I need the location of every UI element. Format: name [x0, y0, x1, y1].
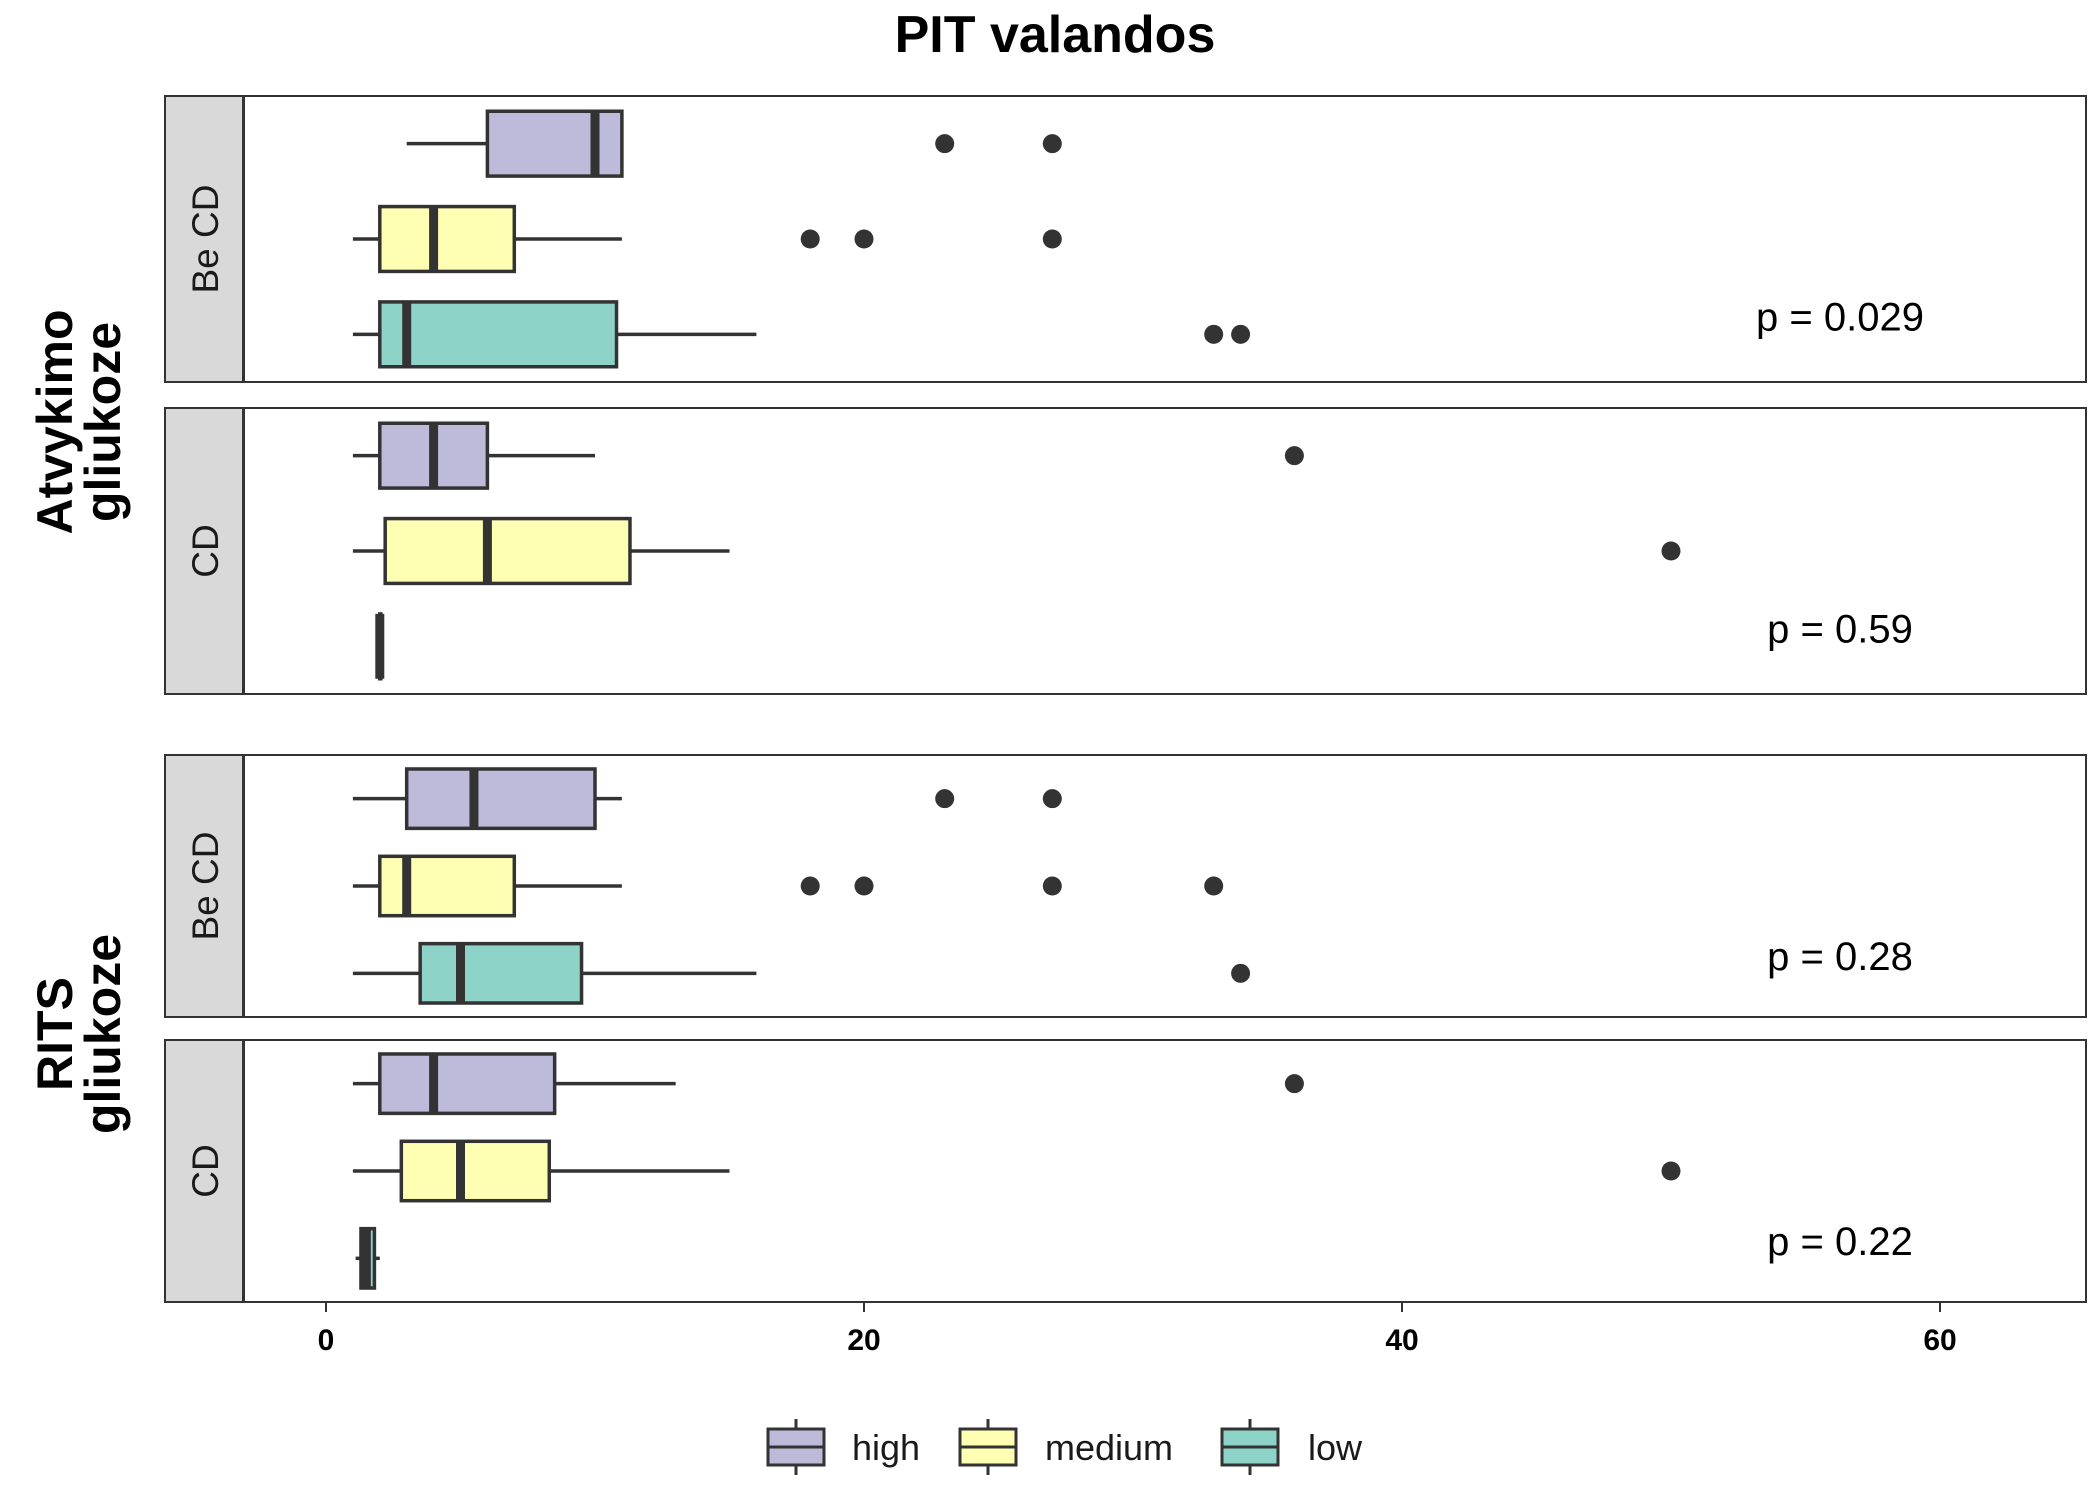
box-high [352, 421, 1304, 490]
outlier-point [800, 876, 820, 896]
legend-item-high: high [766, 1419, 920, 1475]
outlier-point [935, 134, 955, 154]
outlier-point [1204, 876, 1224, 896]
panel-border [243, 407, 2087, 695]
box-iqr [485, 109, 624, 178]
box-low [355, 1226, 380, 1290]
group-label-line: Atvykimo [27, 309, 83, 534]
p-value-label: p = 0.59 [1767, 608, 1913, 652]
strip-label: Be CD [185, 185, 226, 294]
box-iqr [404, 767, 597, 831]
group-label-line: gliukoze [75, 934, 131, 1134]
facet-panel: CD p = 0.22 [164, 1039, 2087, 1303]
box-low [352, 300, 1251, 369]
facet-panel: CD p = 0.59 [164, 407, 2087, 695]
facet-panel: Be CD p = 0.029 [164, 95, 2087, 383]
box-iqr [378, 854, 517, 918]
strip-label: Be CD [185, 832, 226, 941]
outlier-point [1661, 1161, 1681, 1181]
legend-label: medium [1045, 1427, 1173, 1468]
box-high [406, 109, 1062, 178]
strip-background [164, 95, 244, 383]
outlier-point [1284, 446, 1304, 466]
p-value-label: p = 0.029 [1756, 296, 1924, 340]
p-value-label: p = 0.28 [1767, 935, 1913, 979]
p-value-label: p = 0.22 [1767, 1220, 1913, 1264]
facet-panel: Be CD p = 0.28 [164, 754, 2087, 1018]
outlier-point [1042, 229, 1062, 249]
strip-background [164, 1039, 244, 1303]
x-tick-label: 20 [847, 1324, 880, 1357]
box-medium [352, 204, 1062, 274]
box-iqr [383, 516, 632, 586]
outlier-point [1042, 789, 1062, 809]
outlier-point [1231, 963, 1251, 983]
box-iqr [378, 1052, 557, 1116]
box-iqr [418, 941, 584, 1005]
group-label-line: gliukoze [75, 322, 131, 522]
legend: high medium low [766, 1419, 1363, 1475]
box-iqr [399, 1139, 552, 1203]
x-tick-label: 0 [318, 1324, 335, 1357]
legend-label: low [1308, 1427, 1363, 1468]
legend-item-low: low [1220, 1419, 1363, 1475]
panel-border [243, 1039, 2087, 1303]
box-medium [352, 1139, 1681, 1203]
outlier-point [1284, 1074, 1304, 1094]
outlier-point [1042, 134, 1062, 154]
chart-title: PIT valandos [895, 6, 1216, 64]
panel-border [243, 95, 2087, 383]
strip-background [164, 754, 244, 1018]
x-tick-label: 60 [1923, 1324, 1956, 1357]
box-low [375, 612, 385, 681]
legend-item-medium: medium [958, 1419, 1173, 1475]
outlier-point [854, 876, 874, 896]
box-iqr [378, 300, 619, 369]
outlier-point [1042, 876, 1062, 896]
outlier-point [800, 229, 820, 249]
panel-border [243, 754, 2087, 1018]
outlier-point [1231, 324, 1251, 344]
box-iqr [378, 204, 517, 274]
legend-label: high [852, 1427, 920, 1468]
box-medium [352, 854, 1224, 918]
box-medium [352, 516, 1681, 586]
box-low [352, 941, 1251, 1005]
x-axis: 0 20 40 60 [318, 1302, 1957, 1357]
x-tick-label: 40 [1385, 1324, 1418, 1357]
outlier-point [935, 789, 955, 809]
strip-label: CD [185, 1144, 226, 1197]
group-label-line: RITS [27, 977, 83, 1091]
outlier-point [1204, 324, 1224, 344]
box-high [352, 767, 1062, 831]
outlier-point [1661, 541, 1681, 561]
strip-label: CD [185, 524, 226, 577]
box-high [352, 1052, 1304, 1116]
outlier-point [854, 229, 874, 249]
